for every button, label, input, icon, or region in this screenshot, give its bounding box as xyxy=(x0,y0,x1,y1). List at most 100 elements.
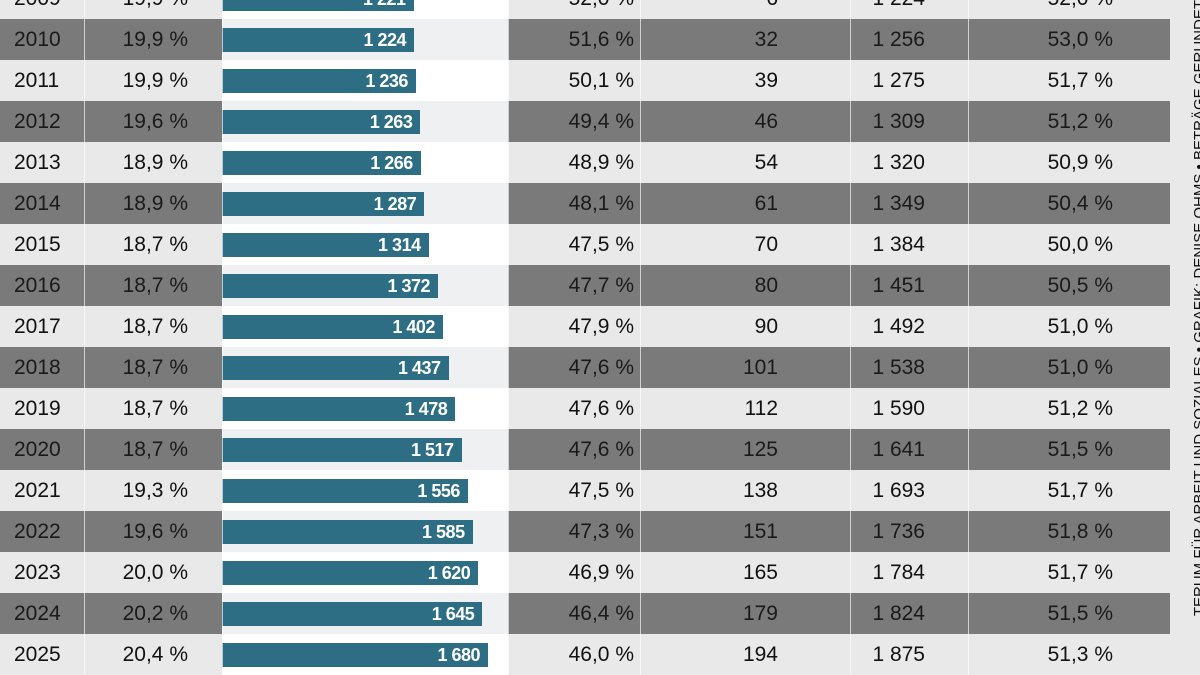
bar xyxy=(222,151,421,175)
year-cell: 2019 xyxy=(14,397,61,420)
bar xyxy=(222,0,414,11)
bar xyxy=(222,274,439,298)
year-cell: 2023 xyxy=(14,561,61,584)
total-cell: 1 693 xyxy=(872,479,925,502)
bar xyxy=(222,397,456,421)
bar-value-label: 1 402 xyxy=(392,317,435,337)
pension-level-cell: 51,6 % xyxy=(568,28,634,51)
column-divider xyxy=(850,0,851,675)
bar xyxy=(222,643,488,667)
bar xyxy=(222,520,473,544)
bar-value-label: 1 680 xyxy=(437,645,480,665)
bar-value-label: 1 556 xyxy=(417,481,460,501)
bar-value-label: 1 266 xyxy=(370,153,413,173)
supplement-cell: 101 xyxy=(742,356,778,379)
table-row: 2018 18,7 % 1 437 47,6 % 101 1 538 51,0 % xyxy=(0,347,1170,388)
pension-level-total-cell: 51,0 % xyxy=(1047,356,1113,379)
pension-level-cell: 48,9 % xyxy=(568,151,634,174)
column-divider xyxy=(84,0,85,675)
contribution-rate-cell: 20,4 % xyxy=(122,643,188,666)
pension-level-cell: 47,6 % xyxy=(568,438,634,461)
pension-level-cell: 52,0 % xyxy=(508,0,634,19)
bar-value-label: 1 287 xyxy=(373,194,417,214)
pension-level-total-cell: 51,5 % xyxy=(1047,438,1113,461)
contribution-rate-cell: 18,7 % xyxy=(122,438,188,461)
table-row: 2017 18,7 % 1 402 47,9 % 90 1 492 51,0 % xyxy=(0,306,1170,347)
bar xyxy=(222,28,414,52)
table-row: 2013 18,9 % 1 266 48,9 % 54 1 320 50,9 % xyxy=(0,142,1170,183)
supplement-cell: 112 xyxy=(744,397,778,420)
table-row: 2021 19,3 % 1 556 47,5 % 138 1 693 51,7 % xyxy=(0,470,1170,511)
pension-level-cell: 47,6 % xyxy=(568,356,634,379)
total-cell: 1 309 xyxy=(872,110,925,133)
pension-level-total-cell: 51,0 % xyxy=(1047,315,1113,338)
supplement-cell: 151 xyxy=(742,520,778,543)
contribution-rate-cell: 18,9 % xyxy=(122,192,188,215)
total-cell: 1 256 xyxy=(872,28,925,51)
bar xyxy=(222,110,421,134)
bar-value-label: 1 224 xyxy=(363,30,406,50)
year-cell: 2025 xyxy=(14,643,61,666)
year-cell: 2020 xyxy=(14,438,61,461)
total-cell: 1 538 xyxy=(872,356,925,379)
pension-level-total-cell: 51,8 % xyxy=(1047,520,1113,543)
total-cell: 1 320 xyxy=(872,151,925,174)
bar-value-label: 1 620 xyxy=(427,563,471,583)
supplement-cell: 70 xyxy=(754,233,778,256)
pension-level-total-cell: 51,7 % xyxy=(1047,479,1113,502)
table-row: 2025 20,4 % 1 680 46,0 % 194 1 875 51,3 % xyxy=(0,634,1170,675)
bar xyxy=(222,479,468,503)
supplement-cell: 194 xyxy=(742,643,778,666)
bar-value-label: 1 437 xyxy=(398,358,441,378)
bar-value-label: 1 236 xyxy=(365,71,408,91)
bar xyxy=(222,602,483,626)
total-cell: 1 590 xyxy=(872,397,925,420)
contribution-rate-cell: 19,9 % xyxy=(122,28,188,51)
bar-value-label: 1 314 xyxy=(378,235,421,255)
bar xyxy=(222,561,479,585)
pension-level-total-cell: 51,7 % xyxy=(1047,69,1113,92)
pension-level-cell: 47,9 % xyxy=(568,315,634,338)
year-cell: 2016 xyxy=(14,274,61,297)
pension-level-cell: 47,5 % xyxy=(568,233,634,256)
bar-value-label: 1 263 xyxy=(369,112,413,132)
pension-level-total-cell: 51,2 % xyxy=(1047,397,1113,420)
total-cell: 1 384 xyxy=(872,233,925,256)
year-cell: 2018 xyxy=(14,356,61,379)
year-cell: 2024 xyxy=(14,602,61,625)
supplement-cell: 32 xyxy=(754,28,778,51)
pension-level-cell: 49,4 % xyxy=(568,110,634,133)
total-cell: 1 875 xyxy=(872,643,925,666)
source-credit: TERUM FÜR ARBEIT UND SOZIALES • GRAFIK: … xyxy=(1191,0,1200,617)
contribution-rate-cell: 18,7 % xyxy=(122,397,188,420)
pension-level-total-cell: 51,2 % xyxy=(1047,110,1113,133)
supplement-cell: 39 xyxy=(754,69,778,92)
supplement-cell: 54 xyxy=(754,151,778,174)
bar xyxy=(222,192,425,216)
pension-level-cell: 46,0 % xyxy=(568,643,634,666)
table-row: 2019 18,7 % 1 478 47,6 % 112 1 590 51,2 % xyxy=(0,388,1170,429)
year-cell: 2013 xyxy=(14,151,61,174)
pension-level-total-cell: 52,0 % xyxy=(970,0,1113,19)
supplement-cell: 165 xyxy=(742,561,778,584)
total-cell: 1 349 xyxy=(872,192,925,215)
table-row: 2015 18,7 % 1 314 47,5 % 70 1 384 50,0 % xyxy=(0,224,1170,265)
bar xyxy=(222,69,416,93)
column-divider xyxy=(222,0,223,675)
table-row: 2014 18,9 % 1 287 48,1 % 61 1 349 50,4 % xyxy=(0,183,1170,224)
table-row: 2020 18,7 % 1 517 47,6 % 125 1 641 51,5 % xyxy=(0,429,1170,470)
total-cell: 1 641 xyxy=(872,438,925,461)
supplement-cell: 61 xyxy=(754,192,778,215)
contribution-rate-cell: 18,7 % xyxy=(122,315,188,338)
table-row: 2011 19,9 % 1 236 50,1 % 39 1 275 51,7 % xyxy=(0,60,1170,101)
contribution-rate-cell: 18,7 % xyxy=(122,233,188,256)
contribution-rate-cell: 19,6 % xyxy=(122,110,188,133)
pension-level-cell: 47,5 % xyxy=(568,479,634,502)
table-row: 2024 20,2 % 1 645 46,4 % 179 1 824 51,5 % xyxy=(0,593,1170,634)
pension-table: 200919,9 %1 22152,0 %61 22452,0 %201019,… xyxy=(0,0,1170,675)
contribution-rate-cell: 20,2 % xyxy=(122,602,188,625)
bar-value-label: 1 478 xyxy=(404,399,448,419)
pension-level-cell: 48,1 % xyxy=(568,192,634,215)
table-row: 2023 20,0 % 1 620 46,9 % 165 1 784 51,7 % xyxy=(0,552,1170,593)
column-divider xyxy=(640,0,641,675)
